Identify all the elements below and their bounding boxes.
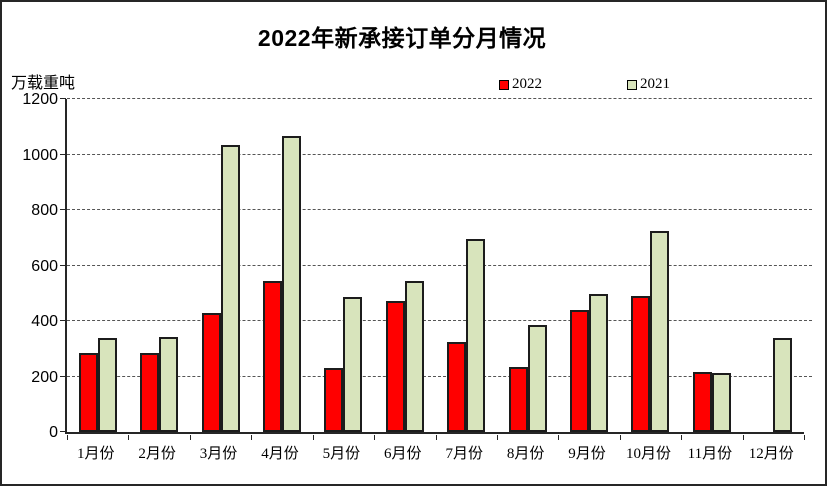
gridline-600 <box>67 264 812 266</box>
bar-group-m1 <box>67 99 128 432</box>
bar-2022-m9 <box>570 310 590 432</box>
bar-2021-m2 <box>159 337 179 432</box>
y-axis-unit-label: 万载重吨 <box>11 75 76 92</box>
y-tick-mark-200 <box>60 375 66 377</box>
bar-group-m11 <box>681 99 742 432</box>
x-axis-label-m2: 2月份 <box>138 446 176 462</box>
x-tick-mark-7 <box>496 435 498 440</box>
y-tick-mark-400 <box>60 320 66 321</box>
plot-area <box>60 98 812 440</box>
y-tick-mark-1200 <box>60 98 66 99</box>
chart-title: 2022年新承接订单分月情况 <box>257 25 547 51</box>
x-tick-mark-0 <box>67 435 68 440</box>
y-axis-tick-label-600: 600 <box>31 257 58 275</box>
x-axis-label-m12: 12月份 <box>748 446 794 462</box>
bar-2022-m3 <box>201 312 221 432</box>
bar-2021-m7 <box>466 239 486 432</box>
y-axis-tick-label-400: 400 <box>31 313 58 330</box>
y-axis-tick-label-800: 800 <box>31 202 58 219</box>
gridline-1000 <box>67 153 812 155</box>
x-axis-label-m1: 1月份 <box>76 446 115 462</box>
bar-2021-m5 <box>343 297 363 432</box>
bar-group-m2 <box>128 99 189 432</box>
x-tick-mark-1 <box>128 435 130 440</box>
bar-group-m4 <box>251 99 312 432</box>
x-axis-label-m9: 9月份 <box>568 446 606 462</box>
bar-group-m3 <box>190 99 251 432</box>
gridline-200 <box>67 375 812 377</box>
legend-swatch-2022 <box>499 79 509 90</box>
bar-2022-m4 <box>262 281 282 432</box>
bar-2022-m2 <box>140 353 160 432</box>
x-axis-label-m4: 4月份 <box>261 446 299 462</box>
x-tick-mark-3 <box>251 435 253 440</box>
x-tick-mark-12 <box>804 435 805 440</box>
legend-label-2021: 2021 <box>640 76 670 92</box>
x-axis-label-m5: 5月份 <box>322 446 361 462</box>
bar-2021-m12 <box>773 337 793 432</box>
legend-label-2022: 2022 <box>512 76 542 92</box>
y-tick-mark-600 <box>60 264 66 266</box>
x-tick-mark-4 <box>312 435 314 440</box>
y-tick-mark-0 <box>60 431 66 432</box>
bar-2022-m1 <box>78 353 98 432</box>
y-axis-tick-label-200: 200 <box>31 368 58 386</box>
x-axis-label-m7: 7月份 <box>445 446 483 462</box>
x-axis-label-m6: 6月份 <box>384 446 422 462</box>
x-axis-label-m8: 8月份 <box>506 446 545 462</box>
gridline-800 <box>67 209 812 210</box>
y-tick-mark-800 <box>60 209 66 210</box>
x-axis-label-m3: 3月份 <box>199 446 238 462</box>
bar-group-m9 <box>558 99 619 432</box>
bar-group-m8 <box>497 99 558 432</box>
bar-2022-m6 <box>385 300 405 432</box>
bar-group-m5 <box>313 99 374 432</box>
bar-2021-m9 <box>589 293 609 432</box>
gridline-400 <box>67 320 812 321</box>
y-tick-mark-1000 <box>60 153 66 155</box>
legend-swatch-2021 <box>627 79 637 90</box>
x-axis-label-m11: 11月份 <box>687 446 733 462</box>
x-tick-mark-2 <box>189 435 191 440</box>
bar-2022-m10 <box>631 296 651 432</box>
bar-2022-m5 <box>324 368 344 432</box>
bar-group-m7 <box>436 99 497 432</box>
bar-group-m6 <box>374 99 435 432</box>
bar-2021-m4 <box>281 136 301 432</box>
bar-2022-m8 <box>508 367 528 432</box>
bar-2021-m11 <box>711 372 731 432</box>
gridline-1200 <box>67 98 812 99</box>
bar-group-m10 <box>620 99 681 432</box>
bar-2021-m10 <box>650 230 670 432</box>
x-tick-mark-6 <box>435 435 437 440</box>
y-axis-tick-label-1000: 1000 <box>22 146 58 164</box>
x-axis-label-m10: 10月份 <box>625 446 671 462</box>
x-tick-mark-11 <box>742 435 744 440</box>
bar-2021-m6 <box>404 280 424 432</box>
bar-2021-m3 <box>220 144 240 432</box>
bar-2021-m1 <box>97 338 117 432</box>
bar-2022-m7 <box>447 341 467 432</box>
y-axis-tick-label-0: 0 <box>49 424 58 441</box>
x-tick-mark-9 <box>619 435 621 440</box>
legend-item-2021: 2021 <box>627 76 670 93</box>
bar-2022-m11 <box>692 371 712 432</box>
x-tick-mark-8 <box>558 435 560 440</box>
x-tick-mark-5 <box>374 435 376 440</box>
bar-2021-m8 <box>527 324 547 432</box>
y-axis-tick-label-1200: 1200 <box>22 91 58 108</box>
bar-group-m12 <box>743 99 804 432</box>
x-tick-mark-10 <box>681 435 683 440</box>
legend-item-2022: 2022 <box>499 76 542 93</box>
